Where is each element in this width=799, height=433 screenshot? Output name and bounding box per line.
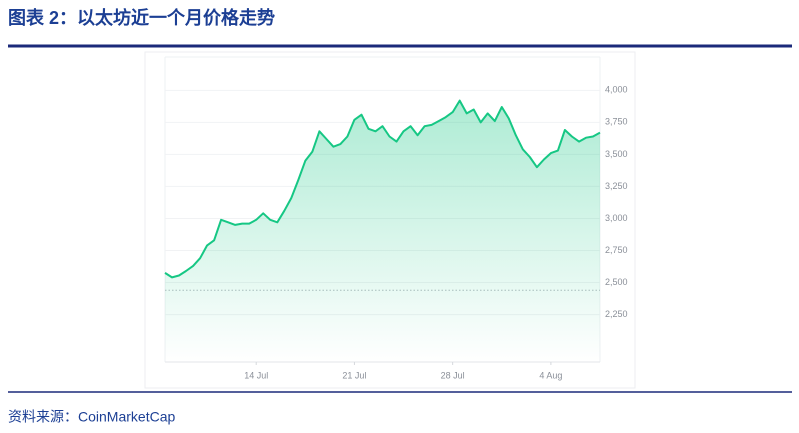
y-tick-label: 3,000 [605,213,628,223]
source-note: 资料来源：CoinMarketCap [8,409,175,425]
y-tick-label: 3,750 [605,117,628,127]
x-tick-label: 21 Jul [342,370,366,380]
x-tick-label: 4 Aug [539,370,562,380]
area-fill [165,100,600,362]
y-tick-label: 2,750 [605,245,628,255]
y-tick-label: 3,500 [605,149,628,159]
figure-title: 图表 2：以太坊近一个月价格走势 [8,7,275,28]
y-tick-label: 2,250 [605,309,628,319]
y-tick-label: 4,000 [605,85,628,95]
x-tick-label: 14 Jul [244,370,268,380]
x-tick-label: 28 Jul [441,370,465,380]
y-tick-label: 3,250 [605,181,628,191]
price-line [164,99,601,279]
plot: 2,250 2,500 2,750 3,000 3,250 3,500 3,750 4,000… [164,56,628,380]
y-tick-label: 2,500 [605,277,628,287]
